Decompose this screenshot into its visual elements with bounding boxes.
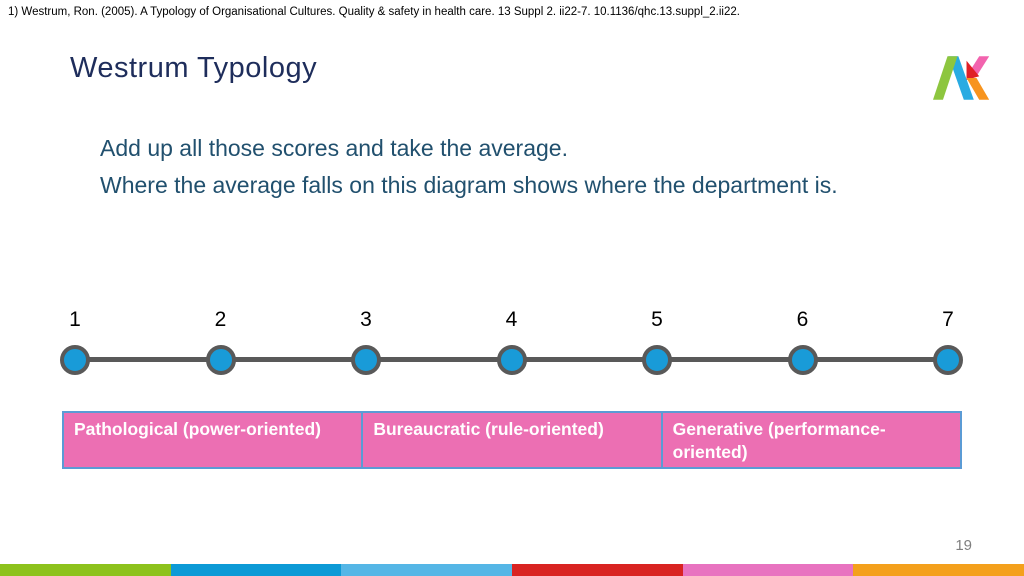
table-cell-pathological: Pathological (power-oriented) bbox=[64, 413, 364, 467]
citation: 1) Westrum, Ron. (2005). A Typology of O… bbox=[8, 6, 740, 18]
scale-label: 4 bbox=[505, 308, 518, 331]
scale-dot bbox=[642, 345, 672, 375]
scale-label: 7 bbox=[942, 308, 954, 331]
stripe-segment bbox=[170, 564, 342, 576]
scale-dot bbox=[787, 345, 818, 375]
table-cell-generative: Generative (performance-oriented) bbox=[662, 413, 960, 467]
logo-green-stroke bbox=[933, 56, 958, 100]
scale-label: 5 bbox=[651, 308, 663, 331]
scale-diagram: 1 2 3 4 5 6 7 bbox=[60, 308, 963, 375]
scale-track bbox=[60, 345, 963, 375]
scale-label: 2 bbox=[214, 308, 227, 331]
scale-dot bbox=[351, 345, 381, 375]
stripe-segment bbox=[341, 564, 513, 576]
scale-label: 6 bbox=[796, 308, 809, 331]
scale-dot bbox=[933, 345, 963, 375]
scale-dot bbox=[205, 345, 236, 375]
table-cell-bureaucratic: Bureaucratic (rule-oriented) bbox=[363, 413, 663, 467]
scale-labels: 1 2 3 4 5 6 7 bbox=[60, 308, 963, 332]
logo-blue-stroke bbox=[948, 56, 974, 100]
scale-dot bbox=[60, 345, 90, 375]
footer-stripe bbox=[0, 564, 1024, 576]
body-line: Where the average falls on this diagram … bbox=[100, 172, 838, 198]
logo-orange-stroke bbox=[966, 78, 990, 100]
scale-dot bbox=[496, 345, 527, 375]
scale-label: 1 bbox=[69, 308, 81, 331]
page-number: 19 bbox=[955, 537, 972, 554]
body-text: Add up all those scores and take the ave… bbox=[100, 130, 900, 204]
body-line: Add up all those scores and take the ave… bbox=[100, 135, 568, 161]
scale-label: 3 bbox=[360, 308, 372, 331]
stripe-segment bbox=[512, 564, 683, 576]
page-title: Westrum Typology bbox=[70, 52, 318, 84]
stripe-segment bbox=[0, 564, 171, 576]
category-table: Pathological (power-oriented) Bureaucrat… bbox=[62, 411, 962, 469]
logo-red-stroke bbox=[966, 60, 980, 80]
stripe-segment bbox=[682, 564, 854, 576]
stripe-segment bbox=[853, 564, 1024, 576]
brand-logo bbox=[933, 56, 990, 100]
